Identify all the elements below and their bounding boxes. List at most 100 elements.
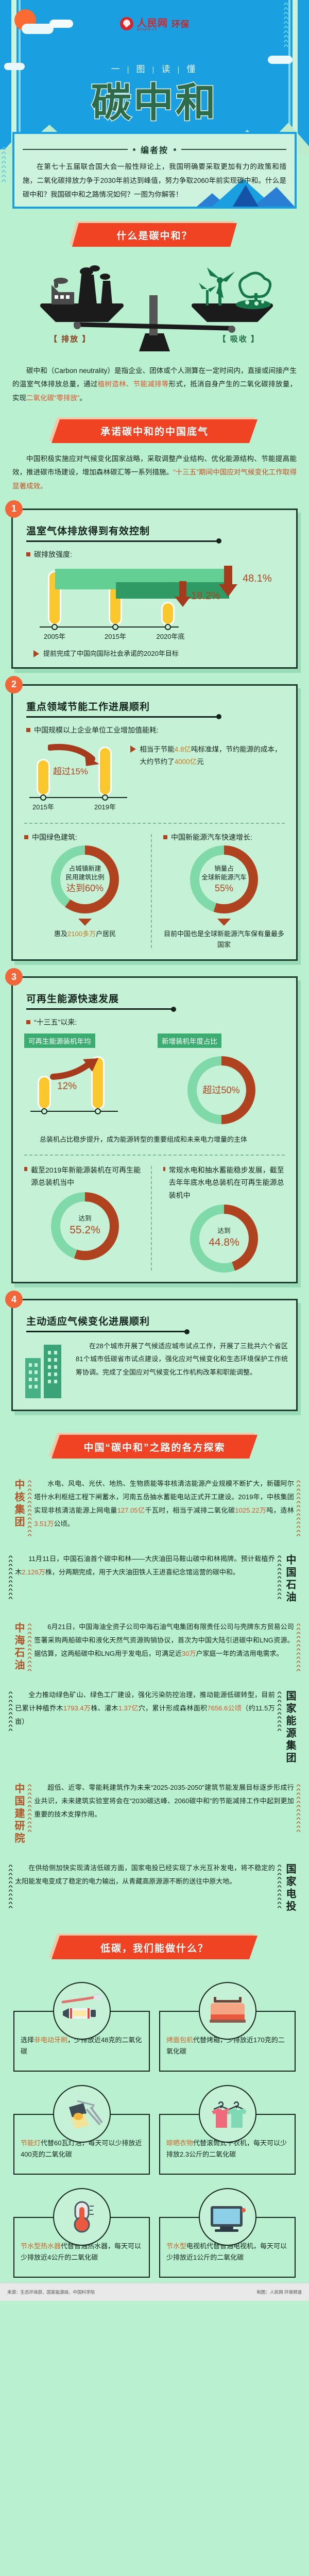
tip-highlight: 节水型热水器 bbox=[21, 2242, 61, 2250]
tip-card-lamp: 节能灯代替60瓦灯泡，每天可以少排放近400克的二氧化碳 bbox=[13, 2085, 150, 2175]
banner-label: 什么是碳中和？ bbox=[116, 230, 193, 242]
side-note-pre: 相当于节能 bbox=[140, 745, 175, 753]
read-word-0: 一 bbox=[111, 64, 123, 74]
company-block-chn-energy: ^ ^ ^ ^ ^ ^ ^ ^ ^ ^ 全力推动绿色矿山、绿色工厂建设，强化污染防控治理，推动能源… bbox=[0, 1679, 309, 1772]
read-word-2: 读 bbox=[161, 64, 173, 74]
company-text: 水电、风电、光伏、地热、生物质能等非核清洁能源产业规模不断扩大，新疆阿尔塔什水利… bbox=[31, 1477, 297, 1531]
brand-channel-tag: 环保 bbox=[171, 20, 189, 29]
thermostat-icon bbox=[53, 2188, 111, 2246]
tip-card-tv: 节水型电视机代替普通电视机，每天可以少排放近1公斤的二氧化碳 bbox=[159, 2188, 296, 2278]
down-triangle-icon bbox=[78, 918, 92, 926]
chevron-up-decoration: ^ ^ ^ ^ ^ ^ ^ ^ ^ ^ bbox=[283, 2, 288, 50]
editor-note-box: 编者按 在第七十五届联合国大会一般性辩论上，我国明确要采取更加有力的政策和措施，… bbox=[12, 132, 297, 209]
axis-tick bbox=[102, 794, 108, 801]
down-arrow-48-icon bbox=[219, 565, 237, 597]
text-pre: 6月21日，中国海油全资子公司中海石油气电集团有限责任公司与壳牌东方贸易公司签署… bbox=[34, 1623, 294, 1658]
mountain-decoration bbox=[197, 179, 295, 207]
tip-text: 晾晒衣物代替滚筒式干衣机，每天可以少排放2.3公斤的二氧化碳 bbox=[166, 2138, 288, 2160]
company-text: 6月21日，中国海油全资子公司中海石油气电集团有限责任公司与壳牌东方贸易公司签署… bbox=[31, 1620, 297, 1660]
tip-pre: 选择 bbox=[21, 2036, 35, 2044]
company-name: 中海石油 bbox=[13, 1622, 24, 1672]
definition-highlight-2: 二氧化碳“零排放” bbox=[26, 394, 80, 402]
nev-caption: 目前中国也是全球新能源汽车保有量最多国家 bbox=[163, 929, 284, 948]
chevron-up-decoration: ^ ^ ^ ^ ^ ^ ^ ^ ^ ^ ^ bbox=[8, 1864, 13, 1911]
donut-line-2: 民用建筑比例 bbox=[65, 873, 105, 881]
renewable-note: 总装机占比稳步提升，成为能源转型的重要组成和未来电力增量的主体 bbox=[40, 1136, 248, 1144]
axis-label-2005: 2005年 bbox=[44, 632, 65, 640]
chart-axis bbox=[40, 626, 179, 628]
curved-up-arrow-icon bbox=[50, 1058, 98, 1080]
section-title: 主动适应气候变化进展顺利 bbox=[26, 1316, 150, 1328]
footer-credit: 制图：人民网 环保频道 bbox=[256, 2290, 302, 2295]
pct-48: 48.1% bbox=[243, 572, 272, 584]
divider-dot bbox=[133, 148, 135, 151]
chevron-up-decoration: ^ ^ ^ ^ ^ ^ ^ ^ ^ ^ ^ bbox=[8, 1555, 13, 1602]
installed-capacity-growth: 可再生能源装机年均 12% bbox=[21, 1032, 154, 1128]
brand-name-en: people.cn bbox=[136, 28, 158, 31]
green-buildings-caption: 惠及2100多万户居民 bbox=[24, 929, 146, 940]
vertical-dashed-divider bbox=[151, 1165, 158, 1271]
new-energy-vehicles-block: 中国新能源汽车快速增长: 销量占 全球新能源汽车 55% 目前中国也是全球新能源… bbox=[160, 832, 288, 951]
tip-card-toothbrush: 选择非电动牙刷，少排放近48克的二氧化碳 bbox=[13, 1982, 150, 2072]
company-text: 超低、近零、零能耗建筑作为未来“2025-2035-2050”建筑节能发展目标逐… bbox=[34, 1784, 294, 1819]
axis-tick bbox=[165, 623, 171, 630]
bullet-square-icon bbox=[26, 1020, 30, 1025]
section-title: 重点领域节能工作进展顺利 bbox=[26, 701, 150, 713]
chevron-up-decoration: ^ ^ ^ ^ ^ ^ ^ ^ ^ ^ bbox=[8, 1691, 13, 1734]
read-word-1: 图 bbox=[136, 64, 148, 74]
section-number-badge: 2 bbox=[5, 675, 23, 693]
toaster-icon bbox=[198, 1982, 256, 2040]
company-name: 国家电投 bbox=[284, 1863, 296, 1913]
bullet-square-icon bbox=[26, 552, 30, 556]
bullet-square-icon bbox=[24, 1166, 27, 1171]
read-word-3: 懂 bbox=[186, 64, 198, 74]
section-bullet: “十三五”以来: bbox=[26, 1017, 288, 1027]
scale-label-absorption: 【 吸收 】 bbox=[218, 335, 260, 344]
text-tail: （约11.5万亩） bbox=[15, 1704, 275, 1726]
donut-line-1: 占城镇新建 bbox=[68, 865, 101, 872]
section-bullet: 中国规模以上企业单位工业增加值能耗: bbox=[26, 725, 288, 735]
renewable-top-split: 可再生能源装机年均 12% 新增装 bbox=[21, 1032, 288, 1128]
donut-center: 占城镇新建 民用建筑比例 达到60% bbox=[60, 854, 110, 904]
donut-nev: 销量占 全球新能源汽车 55% bbox=[190, 845, 258, 913]
company-block-spic: ^ ^ ^ ^ ^ ^ ^ ^ ^ ^ ^ 在供给侧加快实现清洁低碳方面，国家电投已经实现了水光互补… bbox=[0, 1852, 309, 1920]
hydro-bullet: 常规水电和抽水蓄能稳步发展，截至去年年底水电总装机在可再生能源总装机中 bbox=[163, 1164, 285, 1202]
axis-label-2015: 2015年 bbox=[32, 803, 54, 811]
new-capacity-share: 新增装机年度占比 超过50% bbox=[154, 1032, 288, 1128]
text-post: 穴，累计形成森林面积 bbox=[138, 1704, 208, 1713]
people-cn-logo: 人民网 people.cn 环保 bbox=[0, 15, 309, 31]
bullet-label: “十三五”以来: bbox=[34, 1018, 77, 1027]
hero-stripe-right bbox=[293, 0, 298, 155]
side-note-number-1: 4.8亿 bbox=[174, 745, 192, 753]
chevron-up-decoration: ^ ^ ^ ^ ^ ^ ^ ^ ^ ^ ^ ^ bbox=[296, 1784, 301, 1835]
read-one-image-line: 一 | 图 | 读 | 懂 bbox=[111, 64, 198, 74]
donut-line-3: 55% bbox=[214, 883, 234, 893]
chart-axis bbox=[30, 1111, 118, 1112]
bullet-square-icon bbox=[163, 1166, 165, 1171]
section-underline bbox=[26, 1006, 176, 1012]
number-2: 1025.22万 bbox=[235, 1506, 267, 1515]
scale-label-emission: 【 排放 】 bbox=[49, 335, 91, 344]
banner-body: 低碳，我们能做什么？ bbox=[52, 1936, 258, 1960]
tip-text: 节能灯代替60瓦灯泡，每天可以少排放近400克的二氧化碳 bbox=[21, 2138, 143, 2160]
carbon-neutrality-definition: 碳中和（Carbon neutrality）是指企业、团体或个人测算在一定时间内… bbox=[0, 364, 309, 405]
vertical-dashed-divider bbox=[151, 834, 158, 948]
section-4-body: 在28个城市开展了气候适应城市试点工作，开展了三批共六个省区81个城市低碳省市试… bbox=[76, 1342, 288, 1376]
people-logo-icon bbox=[119, 16, 133, 30]
tip-post: 代替60瓦灯泡，每天可以少排放近400克的二氧化碳 bbox=[21, 2139, 142, 2159]
section-title: 可再生能源快速发展 bbox=[26, 994, 119, 1005]
tip-post: 代替烤箱，少排放近170克的二氧化碳 bbox=[166, 2036, 285, 2056]
bullet-label: 截至2019年新能源装机在可再生能源总装机当中 bbox=[31, 1165, 141, 1187]
text-pre: 11月11日，中国石油首个碳中和林——大庆油田马鞍山碳中和林揭牌。预计栽植乔木 bbox=[15, 1555, 275, 1577]
chart-axis bbox=[29, 796, 127, 798]
tip-highlight: 晾晒衣物 bbox=[166, 2139, 194, 2147]
company-name: 国家能源集团 bbox=[284, 1690, 296, 1765]
donut-line-2: 全球新能源汽车 bbox=[201, 873, 247, 881]
carbon-intensity-chart: 48.1% 18.2% 2005年 2015年 2020年底 bbox=[21, 565, 288, 643]
axis-tick bbox=[41, 1108, 47, 1115]
text-pre: 水电、风电、光伏、地热、生物质能等非核清洁能源产业规模不断扩大，新疆阿尔塔什水利… bbox=[34, 1480, 294, 1515]
hero-stripe-left-thin bbox=[19, 0, 21, 155]
banner-label: 中国“碳中和”之路的各方探索 bbox=[83, 1442, 226, 1453]
axis-label-2019: 2019年 bbox=[94, 803, 116, 811]
scale-svg bbox=[40, 265, 273, 351]
